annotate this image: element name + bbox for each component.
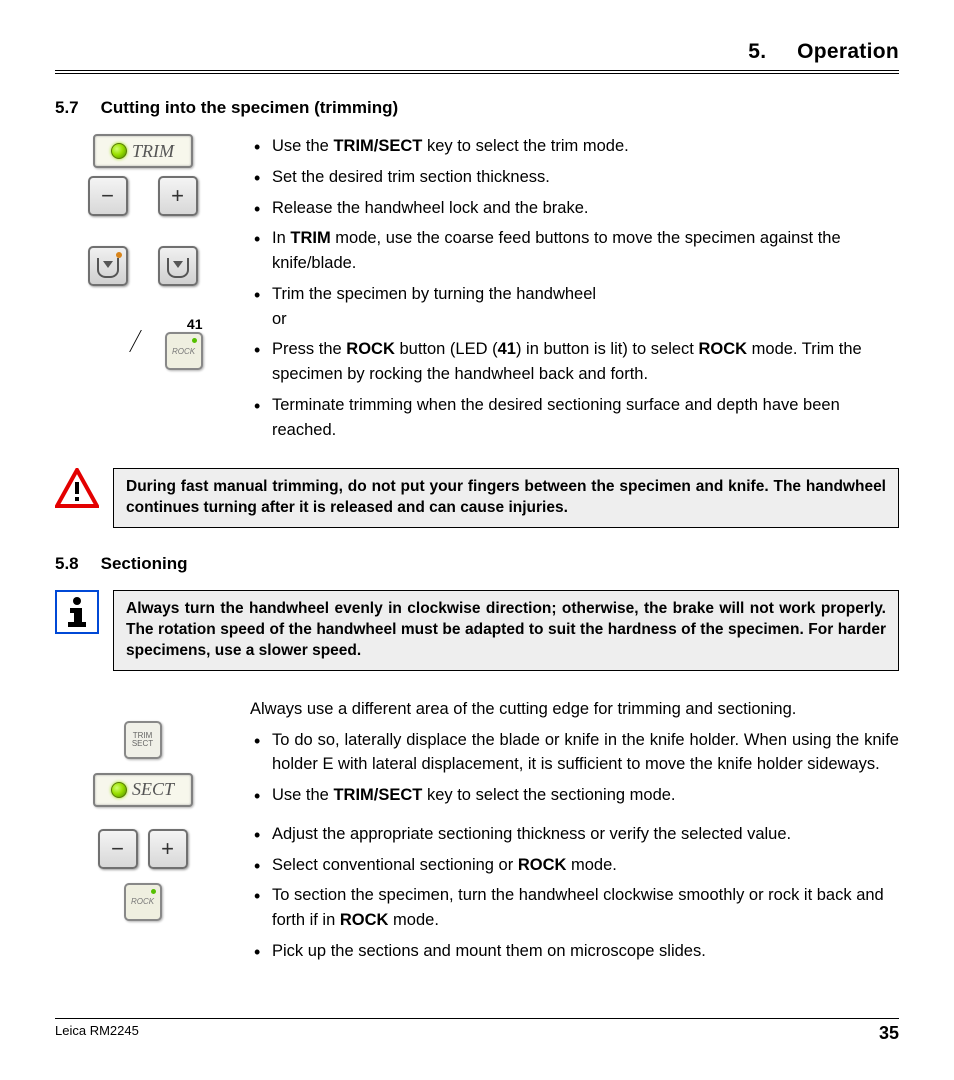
section-title: Cutting into the specimen (trimming) xyxy=(101,98,399,118)
list-item: Pick up the sections and mount them on m… xyxy=(250,939,899,964)
list-item: To section the specimen, turn the handwh… xyxy=(250,883,899,933)
product-name: Leica RM2245 xyxy=(55,1023,139,1044)
section-heading-5-8: 5.8 Sectioning xyxy=(55,554,899,574)
led-green-icon xyxy=(111,782,127,798)
trim-button-label: TRIM xyxy=(132,141,174,162)
coarse-feed-button-left xyxy=(88,246,128,286)
plus-button: + xyxy=(158,176,198,216)
bullet-list-5-8: To do so, laterally displace the blade o… xyxy=(250,728,899,964)
section-heading-5-7: 5.7 Cutting into the specimen (trimming) xyxy=(55,98,899,118)
list-item: Trim the specimen by turning the handwhe… xyxy=(250,282,899,332)
list-item: Press the ROCK button (LED (41) in butto… xyxy=(250,337,899,387)
list-item: In TRIM mode, use the coarse feed button… xyxy=(250,226,899,276)
list-item: Set the desired trim section thickness. xyxy=(250,165,899,190)
plus-button: + xyxy=(148,829,188,869)
callout-41: 41 ROCK xyxy=(83,316,203,370)
list-item: Select conventional sectioning or ROCK m… xyxy=(250,853,899,878)
minus-button: − xyxy=(98,829,138,869)
info-icon xyxy=(55,590,99,634)
sect-button-label: SECT xyxy=(132,779,174,800)
list-item: Terminate trimming when the desired sect… xyxy=(250,393,899,443)
led-green-icon xyxy=(111,143,127,159)
section-number: 5.8 xyxy=(55,554,79,574)
page-number: 35 xyxy=(879,1023,899,1044)
warning-box: During fast manual trimming, do not put … xyxy=(113,468,899,528)
list-item: To do so, laterally displace the blade o… xyxy=(250,728,899,778)
rock-button: ROCK xyxy=(165,332,203,370)
coarse-feed-button-right xyxy=(158,246,198,286)
lead-paragraph: Always use a different area of the cutti… xyxy=(250,697,899,722)
arrow-down-icon xyxy=(103,261,113,268)
list-item: Adjust the appropriate sectioning thickn… xyxy=(250,822,899,847)
chapter-header: 5. Operation xyxy=(55,40,899,74)
list-item: Release the handwheel lock and the brake… xyxy=(250,196,899,221)
list-item: Use the TRIM/SECT key to select the sect… xyxy=(250,783,899,808)
arrow-down-icon xyxy=(173,261,183,268)
trim-sect-button: TRIM SECT xyxy=(124,721,162,759)
chapter-number: 5. xyxy=(748,40,766,63)
sect-button: SECT xyxy=(93,773,193,807)
chapter-title: Operation xyxy=(797,40,899,63)
section-number: 5.7 xyxy=(55,98,79,118)
page-footer: Leica RM2245 35 xyxy=(55,1018,899,1044)
minus-button: − xyxy=(88,176,128,216)
bullet-list-5-7: Use the TRIM/SECT key to select the trim… xyxy=(250,134,899,442)
trim-button: TRIM xyxy=(93,134,193,168)
list-item: Use the TRIM/SECT key to select the trim… xyxy=(250,134,899,159)
warning-icon xyxy=(55,468,99,508)
section-title: Sectioning xyxy=(101,554,188,574)
info-box: Always turn the handwheel evenly in cloc… xyxy=(113,590,899,671)
rock-button: ROCK xyxy=(124,883,162,921)
